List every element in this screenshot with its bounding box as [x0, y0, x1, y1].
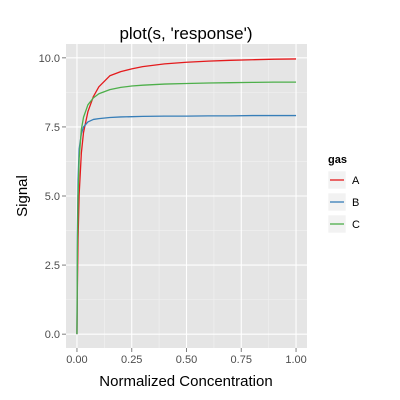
y-tick-label: 5.0 — [45, 191, 60, 203]
legend-label-a: A — [352, 175, 360, 187]
x-axis-ticks: 0.00 0.25 0.50 0.75 1.00 — [66, 348, 307, 366]
x-tick-label: 0.00 — [66, 354, 87, 366]
legend: gas ABC — [327, 154, 360, 234]
legend-label-c: C — [352, 219, 360, 231]
grid-major — [66, 44, 307, 348]
series-line-c — [76, 81, 297, 335]
y-tick-label: 0.0 — [45, 329, 60, 341]
x-axis-label: Normalized Concentration — [99, 373, 272, 390]
chart-title: plot(s, 'response') — [119, 24, 252, 43]
y-tick-label: 2.5 — [45, 260, 60, 272]
x-tick-label: 0.50 — [176, 354, 197, 366]
series-lines — [76, 58, 297, 335]
y-axis-ticks: 0.0 2.5 5.0 7.5 10.0 — [39, 53, 66, 341]
y-tick-label: 7.5 — [45, 122, 60, 134]
legend-label-b: B — [352, 197, 359, 209]
x-tick-label: 0.75 — [231, 354, 252, 366]
x-tick-label: 0.25 — [121, 354, 142, 366]
x-tick-label: 1.00 — [285, 354, 306, 366]
y-tick-label: 10.0 — [39, 53, 60, 65]
legend-title: gas — [328, 154, 347, 166]
series-line-a — [76, 58, 297, 335]
y-axis-label: Signal — [14, 175, 31, 217]
